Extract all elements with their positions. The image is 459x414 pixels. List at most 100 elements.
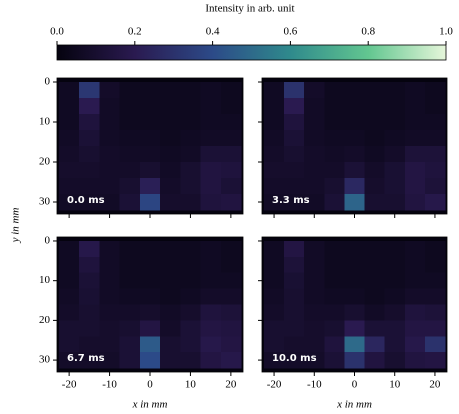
heatmap-cell [324,98,345,115]
heatmap-cell [160,162,181,179]
heatmap-cell [404,352,426,369]
heatmap-cell [324,178,345,195]
heatmap-cell [139,320,161,337]
heatmap-cell [139,114,161,131]
heatmap-cell [79,114,100,131]
heatmap-cell [304,98,325,115]
heatmap-cell [384,178,406,195]
colorbar [56,44,447,61]
heatmap-cell [139,336,161,353]
heatmap-cell [364,178,386,195]
y-tick-label: 10 [39,116,51,128]
heatmap-cell [59,336,80,353]
heatmap-cell [99,336,121,353]
heatmap-cell [424,256,446,274]
heatmap-cell [284,272,305,290]
heatmap-cell [200,98,222,115]
heatmap-cell [79,146,100,163]
colorbar-tick-label: 0.0 [50,26,64,38]
heatmap-cell [344,146,366,163]
heatmap-cell [99,146,121,163]
heatmap-cell [180,288,202,305]
heatmap-cell [324,82,345,99]
heatmap-cell [200,146,222,163]
heatmap-cell [404,256,426,274]
heatmap-cell [424,130,446,147]
heatmap-cell [324,114,345,131]
heatmap-cell [180,304,202,321]
heatmap-cell [119,320,141,337]
heatmap-cell [59,194,80,211]
heatmap-cell [364,114,386,131]
heatmap-cell [344,320,366,337]
heatmap-cell [384,114,406,131]
heatmap-cell [119,336,141,353]
heatmap-cell [424,336,446,353]
heatmap-cell [344,162,366,179]
heatmap-cell [384,288,406,305]
heatmap-cell [424,114,446,131]
x-tick-label: 20 [225,379,237,391]
heatmap-cell [59,146,80,163]
heatmap-cell [99,272,121,290]
heatmap-cell [324,256,345,274]
heatmap-cell [424,82,446,99]
heatmap-cell [344,130,366,147]
heatmap-cell [404,82,426,99]
heatmap-cell [424,194,446,211]
heatmap-cell [264,114,285,131]
heatmap-cell [364,82,386,99]
heatmap-cell [119,146,141,163]
heatmap-cell [180,114,202,131]
colorbar-tick-label: 0.4 [206,26,220,38]
heatmap-cell [284,98,305,115]
y-tick-label: 0 [45,76,51,88]
heatmap-cell [364,256,386,274]
heatmap-cell [384,256,406,274]
heatmap-cell [284,82,305,99]
heatmap-cell [304,256,325,274]
heatmap-cell [344,114,366,131]
heatmap-cell [139,98,161,115]
heatmap-cell [220,272,242,290]
heatmap-cell [180,320,202,337]
heatmap-cell [220,114,242,131]
heatmap-cell [220,336,242,353]
heatmap-cell [264,98,285,115]
heatmap-cell [264,240,285,258]
heatmap-cell [424,146,446,163]
heatmap-cell [304,146,325,163]
heatmap-cell [139,130,161,147]
heatmap-cell [160,304,181,321]
heatmap-cell [160,256,181,274]
heatmap-cell [364,320,386,337]
heatmap-cell [344,304,366,321]
heatmap-cell [304,114,325,131]
heatmap-cell [364,162,386,179]
heatmap-cell [99,352,121,369]
heatmap-cell [324,162,345,179]
heatmap-cell [384,82,406,99]
heatmap-cell [284,178,305,195]
heatmap-cell [119,98,141,115]
heatmap-cell [59,162,80,179]
heatmap-cell [200,82,222,99]
heatmap-cell [160,336,181,353]
heatmap-cell [180,240,202,258]
heatmap-cell [404,240,426,258]
heatmap-cell [264,130,285,147]
heatmap-cell [180,130,202,147]
heatmap-cell [404,194,426,211]
heatmap-cell [119,272,141,290]
heatmap-cell [344,288,366,305]
heatmap-cell [79,288,100,305]
heatmap-cell [180,178,202,195]
heatmap-cell [59,256,80,274]
heatmap-cell [99,240,121,258]
heatmap-cell [160,352,181,369]
heatmap-cell [119,162,141,179]
heatmap-cell [324,352,345,369]
heatmap-cell [220,82,242,99]
heatmap-cell [200,320,222,337]
heatmap-cell [139,162,161,179]
